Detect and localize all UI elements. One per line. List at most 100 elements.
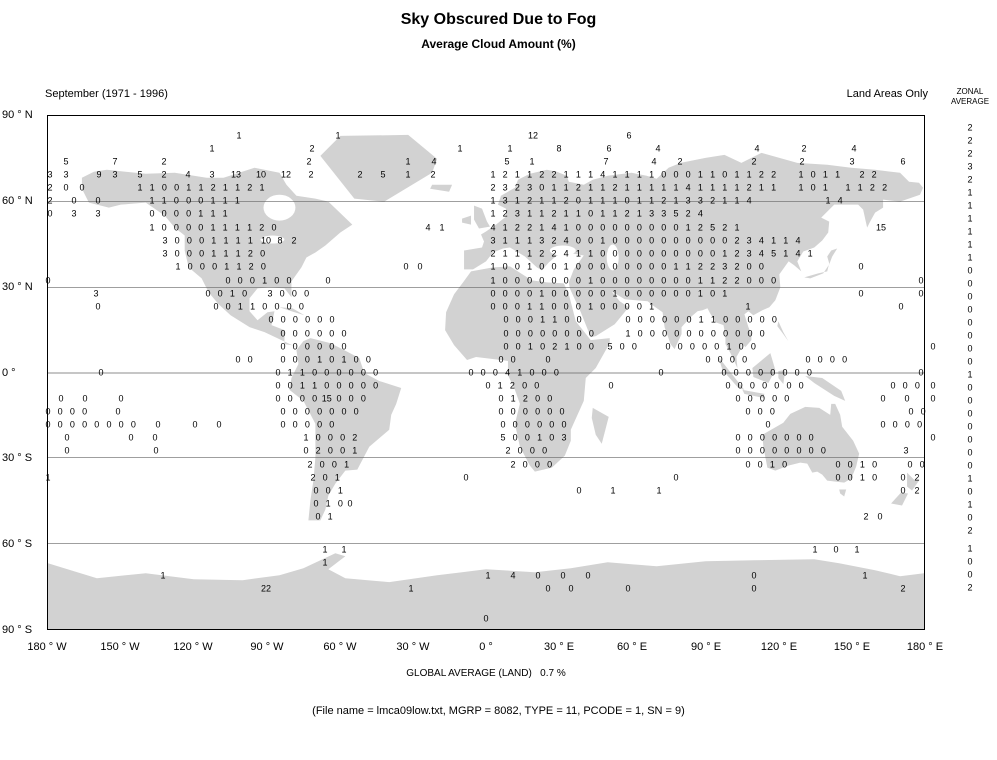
grid-value: 1 <box>563 222 569 233</box>
grid-value: 1 <box>485 570 491 581</box>
grid-value: 0 <box>205 288 211 299</box>
grid-value: 3 <box>697 195 703 206</box>
grid-value: 0 <box>568 583 574 594</box>
grid-value: 4 <box>600 169 606 180</box>
grid-value: 0 <box>540 328 546 339</box>
grid-value: 0 <box>612 301 618 312</box>
grid-value: 0 <box>714 341 720 352</box>
grid-value: 0 <box>199 248 205 259</box>
grid-value: 0 <box>561 419 567 430</box>
grid-value: 1 <box>439 222 445 233</box>
grid-value: 0 <box>930 393 936 404</box>
grid-value: 0 <box>324 367 330 378</box>
grid-value: 1 <box>726 341 732 352</box>
grid-value: 1 <box>527 261 533 272</box>
grid-value: 0 <box>847 459 853 470</box>
zonal-average-value: 1 <box>967 499 973 510</box>
grid-value: 0 <box>673 288 679 299</box>
grid-value: 0 <box>542 445 548 456</box>
grid-value: 2 <box>509 380 515 391</box>
grid-value: 0 <box>784 445 790 456</box>
grid-value: 0 <box>291 288 297 299</box>
grid-value: 3 <box>527 182 533 193</box>
grid-value: 2 <box>315 445 321 456</box>
grid-value: 0 <box>751 570 757 581</box>
grid-value: 3 <box>267 288 273 299</box>
grid-value: 0 <box>808 445 814 456</box>
grid-value: 0 <box>612 248 618 259</box>
landmass-tasmania <box>839 489 847 497</box>
grid-value: 5 <box>771 248 777 259</box>
grid-value: 1 <box>551 182 557 193</box>
grid-value: 2 <box>734 235 740 246</box>
grid-value: 1 <box>527 235 533 246</box>
grid-value: 0 <box>304 341 310 352</box>
grid-value: 0 <box>600 222 606 233</box>
grid-value: 1 <box>209 143 215 154</box>
zonal-average-value: 0 <box>967 265 973 276</box>
grid-value: 0 <box>247 354 253 365</box>
grid-value: 1 <box>527 208 533 219</box>
grid-value: 0 <box>515 314 521 325</box>
grid-value: 0 <box>880 393 886 404</box>
zonal-average-value: 0 <box>967 356 973 367</box>
grid-value: 2 <box>309 143 315 154</box>
grid-value: 0 <box>661 261 667 272</box>
grid-value: 2 <box>552 341 558 352</box>
grid-value: 1 <box>507 143 513 154</box>
grid-value: 1 <box>600 182 606 193</box>
grid-value: 0 <box>576 314 582 325</box>
grid-value: 1 <box>223 248 229 259</box>
grid-value: 1 <box>600 208 606 219</box>
hudson-bay <box>263 194 296 221</box>
grid-value: 0 <box>304 406 310 417</box>
grid-value: 1 <box>600 195 606 206</box>
grid-value: 0 <box>649 235 655 246</box>
grid-value: 0 <box>588 328 594 339</box>
grid-value: 0 <box>649 288 655 299</box>
landmass-britain <box>474 205 490 229</box>
grid-value: 5 <box>504 156 510 167</box>
grid-value: 0 <box>540 341 546 352</box>
grid-value: 1 <box>624 169 630 180</box>
grid-value: 0 <box>529 367 535 378</box>
grid-value: 0 <box>317 419 323 430</box>
grid-value: 0 <box>514 288 520 299</box>
grid-value: 0 <box>340 432 346 443</box>
grid-value: 0 <box>782 367 788 378</box>
grid-value: 0 <box>784 432 790 443</box>
grid-value: 1 <box>798 169 804 180</box>
longitude-label: 30 ° W <box>396 641 430 653</box>
grid-value: 0 <box>522 459 528 470</box>
grid-value: 1 <box>746 169 752 180</box>
grid-value: 0 <box>917 419 923 430</box>
grid-value: 0 <box>745 459 751 470</box>
grid-value: 1 <box>514 169 520 180</box>
landmass-new-guinea <box>805 375 846 401</box>
grid-value: 0 <box>636 288 642 299</box>
grid-value: 0 <box>612 235 618 246</box>
grid-value: 0 <box>298 301 304 312</box>
grid-value: 0 <box>498 393 504 404</box>
grid-value: 4 <box>746 195 752 206</box>
grid-value: 2 <box>430 169 436 180</box>
grid-value: 0 <box>600 261 606 272</box>
grid-value: 2 <box>551 248 557 259</box>
grid-value: 0 <box>735 328 741 339</box>
grid-value: 3 <box>112 169 118 180</box>
grid-value: 2 <box>677 156 683 167</box>
grid-value: 0 <box>115 406 121 417</box>
grid-value: 4 <box>431 156 437 167</box>
landmass-japan <box>804 248 838 279</box>
grid-value: 0 <box>796 445 802 456</box>
grid-value: 0 <box>174 235 180 246</box>
grid-value: 2 <box>539 248 545 259</box>
grid-value: 1 <box>734 182 740 193</box>
grid-value: 0 <box>329 354 335 365</box>
grid-value: 0 <box>348 393 354 404</box>
grid-value: 1 <box>235 182 241 193</box>
grid-value: 0 <box>746 275 752 286</box>
grid-value: 2 <box>522 393 528 404</box>
grid-value: 2 <box>863 511 869 522</box>
grid-value: 0 <box>758 367 764 378</box>
